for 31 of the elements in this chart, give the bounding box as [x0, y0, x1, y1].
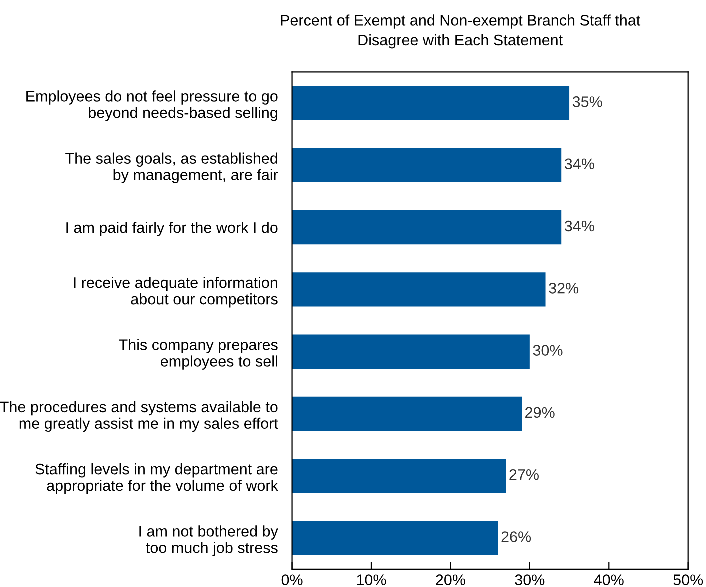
- y-tick-label: The procedures and systems available to me greatly assist me in my sales effort: [0, 401, 278, 432]
- bar: [292, 334, 530, 369]
- bar: [292, 396, 522, 432]
- y-tick-label: The sales goals, as established by management, are fair: [66, 152, 278, 184]
- bar: [292, 210, 562, 245]
- bar: [292, 86, 570, 120]
- chart-title: Percent of Exempt and Non-exempt Branch Staff that Disagree with Each Statement: [281, 14, 641, 49]
- bar: [292, 272, 546, 307]
- x-tick-label: 40%: [594, 574, 624, 586]
- data-label: 32%: [549, 283, 579, 294]
- bar: [292, 459, 506, 494]
- y-tick-label: This company prepares employees to sell: [119, 339, 278, 370]
- x-tick-label: 0%: [282, 574, 303, 586]
- data-label: 30%: [533, 345, 563, 356]
- x-tick-label: 10%: [357, 574, 386, 586]
- x-tick-label: 20%: [436, 574, 466, 586]
- x-tick-label: 50%: [674, 574, 704, 586]
- y-tick-label: I am paid fairly for the work I do: [66, 222, 278, 236]
- data-label: 27%: [510, 469, 539, 480]
- bar: [292, 148, 562, 183]
- y-tick-label: I am not bothered by too much job stress: [140, 526, 278, 556]
- data-label: 34%: [564, 158, 594, 170]
- y-tick-label: I receive adequate information about our competitors: [74, 277, 278, 308]
- data-label: 35%: [572, 96, 602, 108]
- x-tick-label: 30%: [515, 574, 545, 586]
- data-label: 26%: [502, 532, 532, 542]
- y-tick-label: Staffing levels in my department are appropriate for the volume of work: [36, 464, 278, 494]
- y-tick-label: Employees do not feel pressure to go beyond needs-based selling: [26, 90, 278, 122]
- bar: [292, 521, 498, 556]
- data-label: 34%: [564, 220, 594, 232]
- data-label: 29%: [526, 407, 555, 418]
